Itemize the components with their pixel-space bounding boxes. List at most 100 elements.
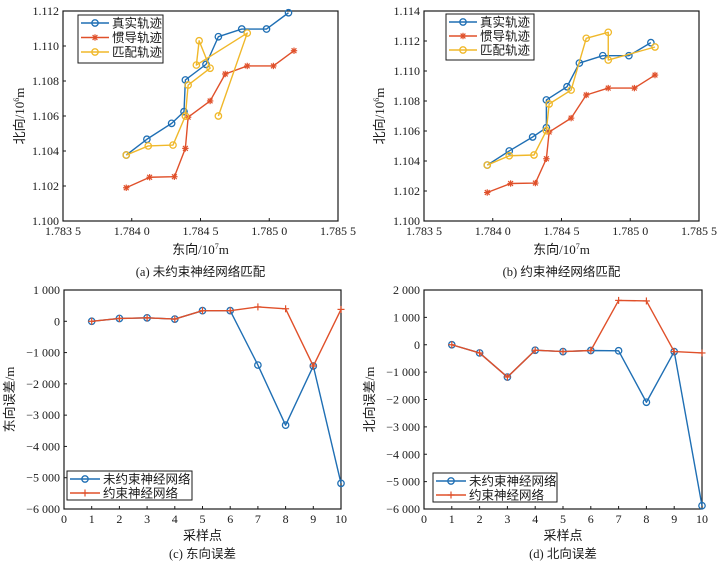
data-point [282, 305, 290, 313]
x-tick-label: 4 [172, 512, 178, 526]
data-point [144, 142, 153, 150]
data-point [505, 147, 514, 155]
legend-label: 未约束神经网络 [469, 474, 557, 489]
x-axis-label: 采样点 [543, 528, 582, 543]
data-point [337, 479, 345, 488]
x-tick-label: 2 [116, 512, 122, 526]
x-tick-label: 1.784 5 [183, 224, 219, 238]
data-point [615, 296, 623, 304]
x-tick-label: 8 [283, 512, 289, 526]
legend-label: 未约束神经网络 [103, 472, 191, 487]
x-tick-label: 1.785 5 [320, 224, 356, 238]
y-tick-label: −3 000 [26, 408, 60, 422]
data-point [582, 34, 591, 43]
y-tick-label: −4 000 [26, 439, 60, 453]
chart-a: 1.783 5 1.784 0 1.784 5 1.785 0 1.785 5 1.100… [12, 4, 356, 279]
legend-label: 匹配轨迹 [112, 46, 163, 60]
y-tick-label: 1.102 [32, 179, 59, 193]
y-tick-label: 1.104 [32, 144, 59, 158]
data-point [507, 180, 514, 187]
data-point [206, 64, 214, 73]
x-tick-label: 1.785 5 [681, 224, 717, 238]
y-axis-label: 东向误差/m [2, 367, 17, 433]
data-point [206, 97, 214, 105]
y-tick-label: 1 000 [33, 283, 60, 297]
data-point [226, 307, 234, 315]
y-tick-label: 1.104 [393, 154, 420, 168]
x-axis-label: 东向/107m [533, 242, 590, 257]
x-tick-label: 5 [200, 512, 206, 526]
data-point [169, 141, 177, 149]
x-tick-label: 10 [696, 512, 708, 526]
data-point [642, 398, 651, 407]
y-axis-label: 北向误差/m [362, 367, 377, 433]
data-point [184, 81, 192, 89]
x-tick-label: 10 [335, 512, 347, 526]
y-tick-label: −4 000 [386, 447, 420, 461]
data-point [337, 305, 345, 313]
data-point [528, 133, 537, 141]
x-tick-label: 0 [421, 512, 427, 526]
y-tick-label: 1 000 [393, 310, 420, 324]
x-tick-label: 7 [616, 512, 622, 526]
data-point [115, 314, 123, 322]
y-tick-label: 2 000 [393, 283, 420, 297]
legend-marker [447, 477, 455, 485]
y-tick-label: −6 000 [26, 502, 60, 516]
y-tick-label: 0 [54, 314, 60, 328]
data-point [214, 112, 223, 120]
data-point [146, 174, 153, 181]
legend-marker [459, 18, 467, 26]
data-point [243, 29, 252, 37]
y-tick-label: −5 000 [26, 471, 60, 485]
x-tick-label: 9 [671, 512, 677, 526]
data-point [598, 51, 607, 60]
x-tick-label: 1.785 0 [251, 224, 287, 238]
data-point [543, 155, 550, 162]
data-point [199, 307, 206, 315]
data-point [290, 47, 298, 54]
data-point [698, 349, 706, 357]
y-tick-label: 1.102 [393, 184, 420, 198]
series-2 [483, 28, 659, 169]
x-tick-label: 4 [532, 512, 538, 526]
series-line [486, 31, 656, 166]
data-point [583, 91, 590, 99]
series-line [451, 299, 703, 378]
legend-marker [459, 32, 467, 40]
x-tick-label: 1.784 5 [544, 224, 580, 238]
x-tick-label: 9 [310, 512, 316, 526]
y-tick-label: −6 000 [386, 502, 420, 516]
data-point [309, 362, 317, 370]
data-point [587, 346, 595, 354]
x-tick-label: 1.783 5 [45, 224, 81, 238]
legend-box [432, 472, 558, 503]
data-point [254, 303, 262, 311]
y-tick-label: 0 [414, 338, 420, 352]
legend-marker [91, 19, 99, 27]
data-point [651, 71, 659, 79]
data-point [604, 56, 613, 64]
data-point [262, 25, 271, 33]
data-point [484, 189, 491, 196]
data-point [270, 62, 277, 70]
y-tick-label: 1.114 [393, 4, 420, 18]
series-1 [88, 303, 345, 370]
x-tick-label: 1.784 0 [475, 224, 511, 238]
data-point [237, 25, 246, 33]
series-line [91, 306, 342, 367]
series-line [486, 74, 656, 194]
y-tick-label: 1.112 [393, 34, 420, 48]
data-point [214, 32, 223, 41]
y-tick-label: −5 000 [386, 475, 420, 489]
series-line [125, 50, 295, 189]
y-tick-label: −3 000 [386, 420, 420, 434]
chart-c: 0 1 2 3 4 5 6 7 8 9 10 −6 000 −5 000 −4 000 −3 000 −2 0… [2, 283, 347, 561]
data-point [530, 151, 538, 159]
data-point [192, 61, 201, 69]
series-1 [448, 296, 706, 381]
x-tick-label: 1 [449, 512, 455, 526]
data-point [567, 114, 575, 122]
